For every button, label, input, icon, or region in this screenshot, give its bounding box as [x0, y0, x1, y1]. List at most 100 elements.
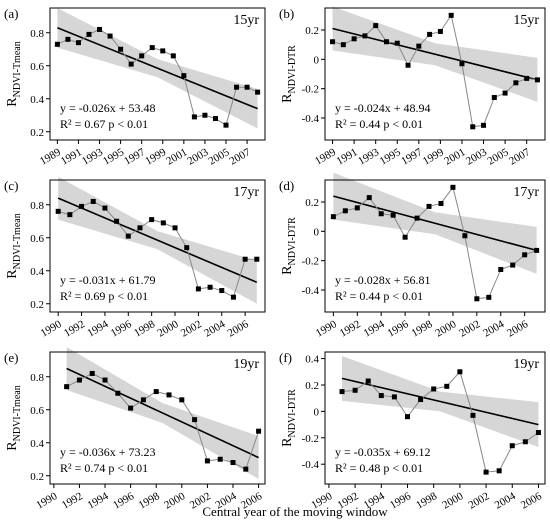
period-label: 17yr [513, 185, 539, 200]
panel-label: (e) [4, 350, 18, 365]
series-line [66, 372, 260, 470]
data-point [342, 208, 348, 214]
data-point [330, 39, 336, 45]
x-tick-label: 2006 [519, 490, 544, 512]
data-point [128, 405, 134, 411]
x-tick-label: 2000 [155, 318, 180, 340]
panel-label: (c) [4, 178, 18, 193]
y-tick-label: 0.4 [305, 354, 319, 366]
data-point [65, 36, 71, 42]
data-point [223, 122, 229, 128]
data-point [172, 225, 178, 231]
x-tick-label: 1990 [39, 318, 64, 340]
data-point [192, 417, 198, 423]
data-point [75, 40, 81, 46]
equation: y = -0.036x + 73.23 [60, 445, 156, 459]
data-point [153, 389, 159, 395]
period-label: 15yr [513, 13, 539, 28]
data-point [524, 75, 530, 81]
data-point [498, 266, 504, 272]
x-tick-label: 1992 [338, 318, 363, 339]
y-axis-label: RNDVI-Tmean [5, 41, 23, 106]
data-point [114, 218, 120, 224]
plot-frame [49, 7, 266, 141]
equation: y = -0.026x + 53.48 [60, 101, 156, 115]
data-point [474, 296, 480, 302]
y-tick-label: 0 [314, 226, 320, 238]
x-tick-label: 2002 [467, 490, 492, 511]
y-axis-label-main: R [5, 441, 20, 451]
y-tick-label: 0.2 [305, 197, 319, 209]
x-tick-label: 2000 [162, 490, 187, 512]
y-tick-label: -0.4 [302, 285, 320, 297]
data-point [534, 247, 540, 253]
y-tick-label: 0.6 [30, 405, 44, 417]
data-point [242, 256, 248, 262]
data-point [534, 77, 540, 83]
data-point [496, 468, 502, 474]
y-tick-label: 0.4 [30, 438, 44, 450]
data-point [383, 39, 389, 45]
plot-frame [324, 351, 546, 485]
y-tick-label: 0.2 [305, 25, 319, 37]
trend-line [57, 197, 258, 284]
data-point [450, 184, 456, 190]
x-tick-label: 2004 [481, 318, 506, 340]
plot-frame [49, 351, 266, 485]
data-point [191, 114, 197, 120]
data-point [79, 203, 85, 209]
data-point [55, 208, 61, 214]
data-point [405, 414, 410, 420]
data-point [160, 48, 166, 54]
x-tick-label: 1990 [314, 318, 339, 340]
data-point [457, 369, 463, 375]
y-axis-label-sub: NDVI-DTR [287, 45, 298, 94]
y-tick-label: 0.4 [30, 94, 44, 106]
trend-line [66, 367, 259, 459]
y-tick-label: -0.4 [302, 459, 320, 471]
plot-frame [324, 7, 546, 141]
data-point [352, 387, 358, 393]
data-point [330, 214, 336, 220]
y-axis-label-sub: NDVI-Tmean [12, 41, 23, 97]
data-point [125, 233, 131, 239]
data-point [378, 393, 384, 399]
x-tick-label: 1992 [60, 490, 85, 511]
y-tick-label: 0.2 [30, 299, 44, 311]
y-tick-label: 0 [314, 54, 320, 66]
data-point [437, 28, 443, 34]
y-tick-label: -0.2 [302, 433, 319, 445]
x-tick-label: 1990 [34, 490, 59, 512]
data-point [86, 31, 92, 37]
data-point [202, 112, 208, 118]
x-tick-label: 1992 [62, 318, 87, 339]
y-axis-label-sub: NDVI-DTR [287, 217, 298, 266]
y-axis-label-main: R [280, 437, 295, 447]
x-tick-label: 1994 [85, 318, 110, 340]
y-axis-label: RNDVI-DTR [280, 389, 298, 447]
data-point [513, 80, 519, 86]
y-tick-label: 0.8 [30, 200, 44, 212]
data-point [256, 428, 262, 434]
data-point [354, 205, 360, 211]
x-tick-label: 1998 [137, 490, 162, 512]
y-axis-label: RNDVI-DTR [280, 45, 298, 103]
x-tick-label: 1994 [362, 318, 387, 340]
data-point [160, 220, 166, 226]
y-tick-label: 0.4 [30, 266, 44, 278]
fit-stats: R² = 0.44 p < 0.01 [335, 289, 423, 303]
data-point [181, 73, 187, 79]
data-point [438, 200, 444, 206]
data-point [255, 89, 261, 95]
x-tick-label: 2007 [228, 146, 253, 168]
period-label: 19yr [233, 357, 259, 372]
data-point [459, 61, 465, 67]
y-tick-label: 0.8 [30, 372, 44, 384]
y-tick-label: 0.2 [305, 380, 319, 392]
x-tick-label: 1998 [414, 490, 439, 512]
data-point [509, 443, 515, 449]
data-point [426, 203, 432, 209]
data-point [97, 26, 103, 32]
fit-stats: R² = 0.44 p < 0.01 [335, 117, 423, 131]
